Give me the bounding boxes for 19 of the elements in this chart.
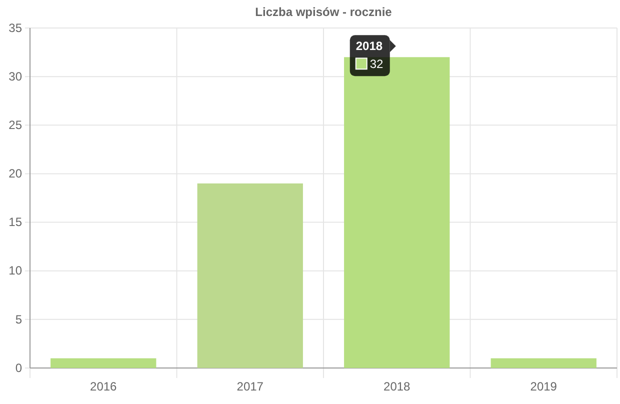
x-tick-label: 2017 — [236, 380, 264, 394]
chart-title: Liczba wpisów - rocznie — [255, 5, 392, 19]
bar — [197, 183, 303, 368]
y-tick-label: 15 — [8, 215, 22, 230]
bar — [344, 57, 450, 368]
data-label: 32 — [370, 57, 384, 72]
bar — [50, 358, 156, 368]
tooltip: 2018 32 — [350, 35, 396, 76]
y-tick-label: 30 — [8, 69, 22, 84]
x-tick-label: 2016 — [90, 380, 118, 394]
y-tick-label: 5 — [15, 312, 22, 326]
y-tick-label: 35 — [8, 20, 22, 35]
x-tick-label: 2018 — [384, 380, 411, 394]
bar — [490, 358, 596, 368]
x-tick-label: 2019 — [530, 380, 558, 394]
y-tick-label: 25 — [8, 118, 22, 132]
y-tick-label: 10 — [8, 264, 22, 278]
y-tick-label: 0 — [15, 360, 22, 375]
y-tick-label: 20 — [8, 166, 22, 181]
